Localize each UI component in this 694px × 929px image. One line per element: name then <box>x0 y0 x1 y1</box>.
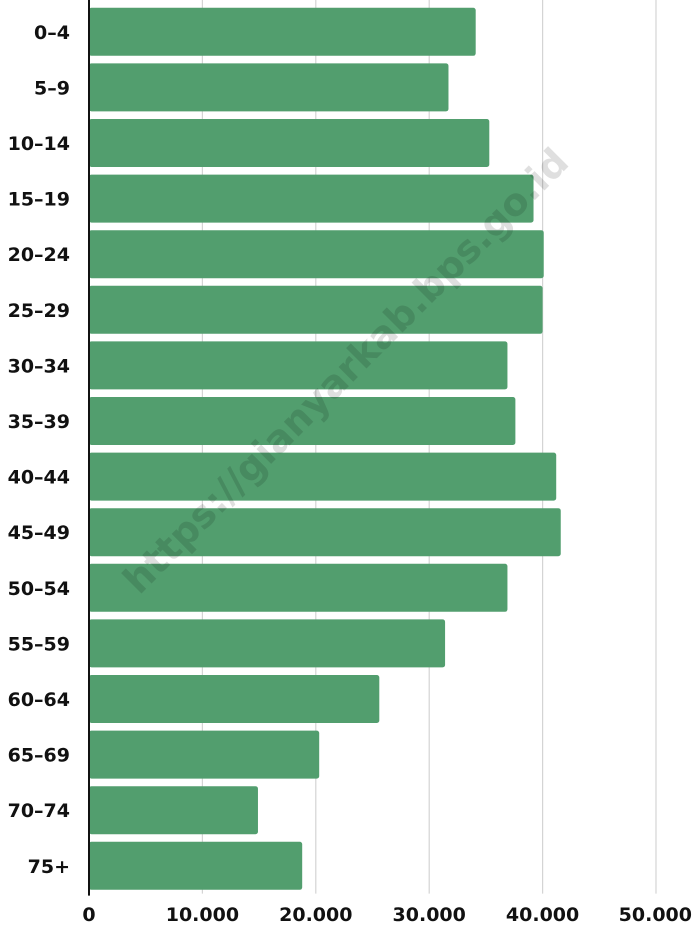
category-label-0–4: 0–4 <box>34 22 70 44</box>
category-label-35–39: 35–39 <box>8 411 70 433</box>
x-tick-label-30000: 30.000 <box>393 904 466 925</box>
category-label-55–59: 55–59 <box>8 633 70 655</box>
category-label-30–34: 30–34 <box>8 355 70 377</box>
x-tick-label-0: 0 <box>82 904 95 925</box>
category-label-10–14: 10–14 <box>8 133 70 155</box>
bar-60–64 <box>89 675 380 723</box>
category-label-5–9: 5–9 <box>34 77 70 99</box>
bar-40–44 <box>89 452 557 501</box>
x-tick-label-50000: 50.000 <box>619 904 692 925</box>
category-label-75+: 75+ <box>28 856 70 878</box>
bar-15–19 <box>89 174 534 223</box>
category-label-25–29: 25–29 <box>8 300 70 322</box>
category-label-45–49: 45–49 <box>8 522 70 544</box>
bar-65–69 <box>89 730 320 779</box>
x-tick-label-10000: 10.000 <box>166 904 239 925</box>
bar-10–14 <box>89 119 490 167</box>
bar-55–59 <box>89 619 446 668</box>
bar-70–74 <box>89 786 258 835</box>
category-label-20–24: 20–24 <box>8 244 70 266</box>
bar-30–34 <box>89 341 508 390</box>
category-label-60–64: 60–64 <box>8 689 70 711</box>
category-label-50–54: 50–54 <box>8 578 70 600</box>
category-labels: 0–4 5–9 10–14 15–19 20–24 25–29 30–34 35–39 40–4… <box>8 22 70 878</box>
bar-45–49 <box>89 508 561 557</box>
x-tick-label-20000: 20.000 <box>279 904 352 925</box>
category-label-40–44: 40–44 <box>8 467 70 489</box>
category-label-65–69: 65–69 <box>8 745 70 767</box>
bar-5–9 <box>89 63 449 112</box>
x-tick-labels: 0 10.000 20.000 30.000 40.000 50.000 <box>82 904 692 926</box>
bar-20–24 <box>89 230 544 279</box>
bar-75+ <box>89 841 303 890</box>
category-label-70–74: 70–74 <box>8 800 70 822</box>
bar-25–29 <box>89 285 543 334</box>
category-label-15–19: 15–19 <box>8 189 70 211</box>
x-tick-label-40000: 40.000 <box>506 904 579 925</box>
bar-0–4 <box>89 7 476 56</box>
bar-50–54 <box>89 563 508 612</box>
bars <box>89 7 561 890</box>
bar-35–39 <box>89 397 516 445</box>
